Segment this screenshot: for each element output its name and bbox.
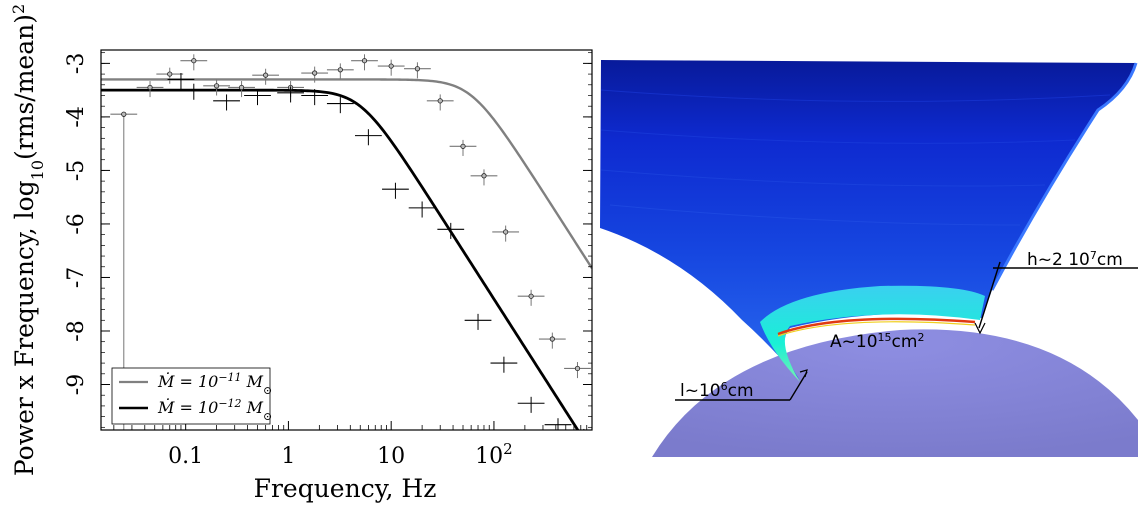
x-axis: 0.1 1 10 102 <box>113 421 593 469</box>
legend: Ṁ = 10−11 M⊙ Ṁ = 10−12 M⊙ <box>111 367 272 425</box>
data-point <box>213 83 220 89</box>
label-A: A~1015cm2 <box>830 331 924 353</box>
data-point <box>361 58 368 64</box>
y-tick-label: -6 <box>64 213 89 234</box>
data-point <box>549 336 555 342</box>
hotspot-rim <box>777 317 976 336</box>
data-point <box>238 84 245 91</box>
x-tick-label: 0.1 <box>168 444 203 469</box>
hotspot <box>760 285 985 382</box>
plot-area <box>101 54 592 430</box>
h-arrow-line <box>978 261 1001 329</box>
data-point <box>528 293 534 299</box>
series-layer <box>101 54 592 430</box>
y-tick-label: -8 <box>64 320 89 341</box>
l-arrow-line <box>789 371 808 401</box>
neutron-star-surface <box>652 329 1138 457</box>
label-h: h~2 107cm <box>1027 249 1123 271</box>
model-curve-0 <box>101 78 592 269</box>
data-point <box>503 229 509 235</box>
x-tick-label: 10 <box>377 444 405 469</box>
data-point <box>414 66 421 72</box>
y-tick-label: -3 <box>64 53 89 74</box>
power-spectrum-chart: 0.1 1 10 102 -3 -4 -5 -6 -7 -8 -9 Frequency, Hz P… <box>9 4 593 503</box>
data-point <box>574 365 581 372</box>
data-point <box>191 58 197 64</box>
column-band <box>609 204 1021 226</box>
x-axis-title: Frequency, Hz <box>254 474 437 503</box>
data-point <box>312 70 318 76</box>
x-tick-label: 1 <box>281 444 295 469</box>
y-axis-title: Power x Frequency, log10(rms/mean)2 <box>9 4 47 476</box>
hotspot-rim-inner <box>777 321 976 337</box>
legend-box <box>111 367 271 425</box>
label-l: l~106cm <box>680 380 754 402</box>
data-point <box>167 71 173 77</box>
column-band <box>600 129 1076 144</box>
x-tick-label: 102 <box>475 440 513 469</box>
column-band <box>600 169 1046 187</box>
column-edge <box>990 62 1138 291</box>
data-point <box>337 67 343 73</box>
y-tick-label: -4 <box>64 106 89 127</box>
accretion-column <box>600 60 1136 380</box>
y-tick-label: -9 <box>64 374 89 395</box>
data-point <box>147 84 153 91</box>
y-axis: -3 -4 -5 -6 -7 -8 -9 <box>64 52 592 428</box>
y-tick-label: -7 <box>64 267 89 288</box>
accretion-column-render: h~2 107cm A~1015cm2 l~106cm <box>600 60 1138 457</box>
data-point <box>481 173 487 179</box>
data-point <box>388 63 394 69</box>
column-band <box>600 89 1111 102</box>
y-tick-label: -5 <box>64 160 89 181</box>
data-point <box>263 72 269 78</box>
arrow-icon <box>799 369 808 378</box>
plot-frame <box>100 49 593 431</box>
arrow-icon <box>974 322 986 335</box>
data-point <box>460 143 466 149</box>
data-point <box>121 111 127 117</box>
data-point <box>437 98 443 104</box>
